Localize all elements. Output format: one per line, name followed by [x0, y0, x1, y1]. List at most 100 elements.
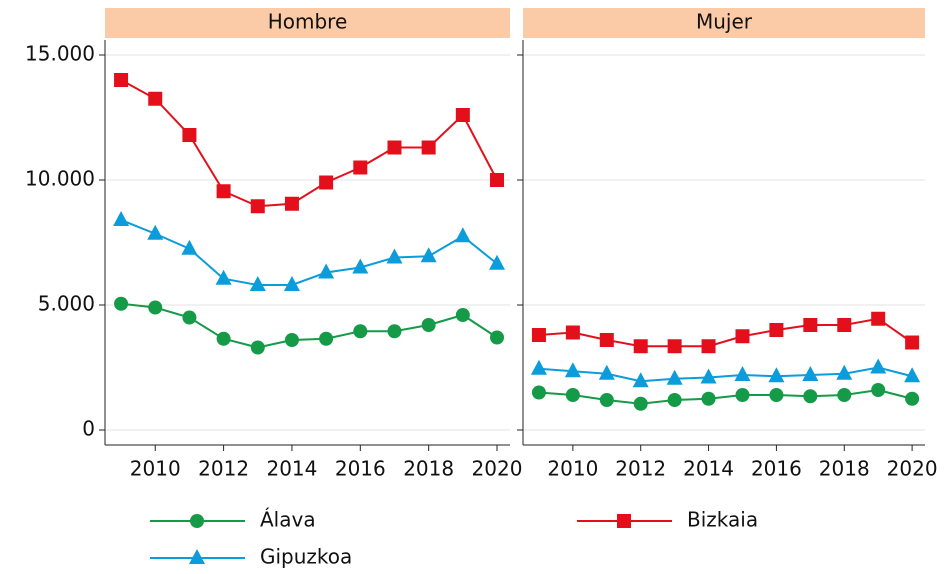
marker — [421, 318, 436, 332]
marker — [836, 364, 853, 380]
marker — [421, 140, 436, 155]
marker — [148, 91, 163, 106]
marker — [215, 269, 232, 285]
marker — [490, 173, 505, 187]
x-tick-label: 2016 — [335, 457, 386, 481]
marker — [802, 366, 819, 381]
x-tick-label: 2018 — [819, 457, 870, 481]
marker — [114, 296, 129, 311]
x-tick-label: 2010 — [130, 457, 181, 481]
marker — [387, 324, 402, 339]
marker — [190, 514, 204, 528]
marker — [769, 323, 784, 337]
marker — [837, 318, 852, 332]
marker — [216, 331, 231, 346]
marker — [701, 391, 716, 406]
x-tick-label: 2012 — [198, 457, 249, 481]
marker — [148, 300, 163, 315]
marker — [249, 276, 266, 291]
marker — [565, 325, 580, 340]
legend-label: Gipuzkoa — [260, 545, 352, 569]
marker — [420, 247, 437, 263]
marker — [318, 263, 335, 279]
marker — [352, 258, 369, 274]
series-line — [538, 366, 913, 383]
strip — [105, 8, 510, 38]
marker — [617, 514, 631, 528]
marker — [666, 369, 683, 385]
marker — [870, 358, 887, 374]
marker — [181, 239, 198, 255]
legend-label: Bizkaia — [687, 508, 758, 532]
marker — [769, 388, 784, 402]
marker — [871, 383, 886, 397]
marker — [633, 339, 648, 354]
marker — [113, 211, 130, 226]
series-line — [120, 219, 498, 286]
marker — [216, 184, 231, 199]
marker — [735, 329, 750, 344]
x-tick-label: 2016 — [751, 457, 802, 481]
marker — [114, 73, 129, 87]
marker — [182, 310, 197, 325]
marker — [250, 340, 265, 355]
marker — [530, 359, 547, 375]
marker — [353, 324, 368, 339]
marker — [147, 224, 164, 240]
marker — [182, 128, 197, 142]
marker — [768, 367, 785, 383]
strip — [523, 8, 925, 38]
x-tick-label: 2018 — [403, 457, 454, 481]
marker — [386, 248, 403, 264]
marker — [837, 388, 852, 402]
marker — [633, 396, 648, 411]
marker — [319, 175, 334, 190]
marker — [667, 339, 682, 354]
marker — [283, 276, 300, 291]
marker — [904, 367, 921, 383]
marker — [599, 393, 614, 407]
x-tick-label: 2020 — [472, 457, 523, 481]
marker — [454, 227, 471, 243]
marker — [735, 388, 750, 402]
marker — [531, 328, 546, 342]
marker — [455, 108, 470, 122]
y-tick-label: 0 — [82, 417, 95, 441]
marker — [599, 333, 614, 347]
y-tick-label: 10.000 — [25, 167, 95, 191]
marker — [803, 318, 818, 332]
marker — [701, 339, 716, 354]
x-tick-label: 2012 — [615, 457, 666, 481]
marker — [490, 330, 505, 345]
marker — [700, 368, 717, 384]
series-line — [538, 317, 913, 348]
panel-title: Hombre — [268, 10, 348, 34]
marker — [387, 140, 402, 155]
y-tick-label: 5.000 — [38, 292, 95, 316]
marker — [531, 385, 546, 400]
marker — [250, 199, 265, 214]
series-line — [538, 388, 913, 405]
marker — [803, 389, 818, 404]
x-tick-label: 2014 — [683, 457, 734, 481]
series-line — [120, 79, 498, 208]
y-tick-label: 15.000 — [25, 42, 95, 66]
marker — [353, 160, 368, 175]
marker — [905, 391, 920, 406]
panel-title: Mujer — [696, 10, 753, 34]
marker — [455, 308, 470, 322]
marker — [189, 549, 205, 564]
marker — [871, 311, 886, 326]
x-tick-label: 2020 — [887, 457, 938, 481]
marker — [489, 254, 506, 270]
legend-label: Álava — [260, 508, 316, 532]
marker — [284, 196, 299, 211]
x-tick-label: 2014 — [266, 457, 317, 481]
marker — [734, 366, 751, 381]
marker — [564, 362, 581, 378]
marker — [667, 393, 682, 407]
marker — [565, 388, 580, 402]
marker — [284, 333, 299, 347]
marker — [905, 335, 920, 350]
